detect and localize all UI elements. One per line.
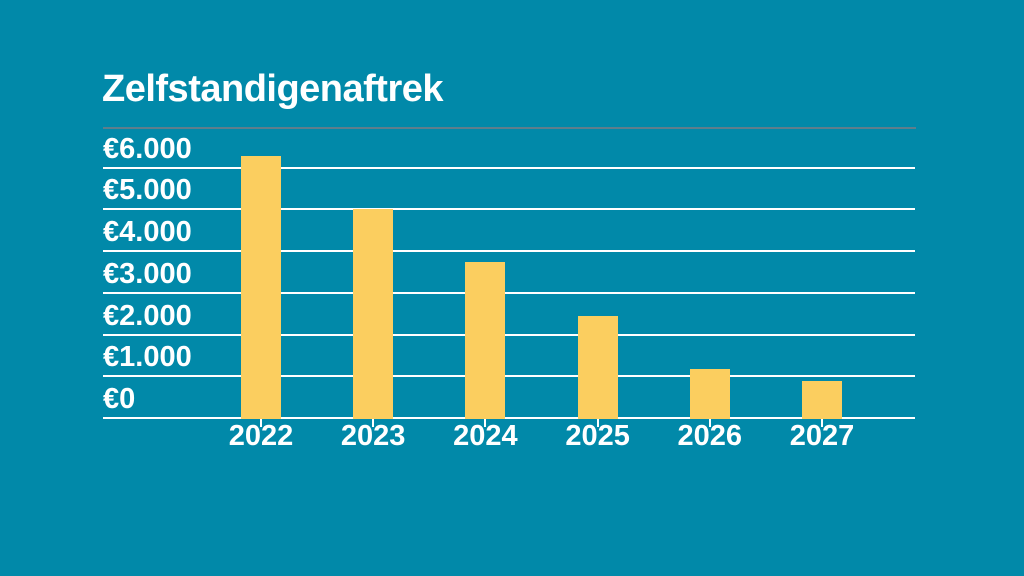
gridline [103,250,915,252]
x-axis-label: 2022 [228,420,294,452]
x-axis-label: 2024 [453,420,518,452]
y-axis-label: €0 [103,383,136,415]
gridline [103,208,915,211]
y-axis-label: €6.000 [103,132,192,165]
y-axis-label: €1.000 [103,341,192,374]
x-axis-label: 2027 [789,420,855,452]
x-axis-label: 2023 [340,420,406,452]
gridline [103,375,915,378]
gridline [103,333,915,336]
x-axis-baseline [103,417,915,419]
gridline [103,166,915,169]
x-axis-tick [372,419,375,427]
gridline [103,291,915,294]
y-axis-label: €4.000 [103,216,192,248]
bar-2025 [577,316,618,419]
x-axis-tick [821,419,823,427]
x-axis-label: 2026 [677,420,743,452]
bar-2026 [689,369,730,419]
bar-2027 [802,381,842,419]
bar-2023 [353,209,394,419]
x-axis-tick [596,419,599,427]
x-axis-label: 2025 [565,420,630,452]
x-axis-tick [708,419,711,427]
x-axis-tick [484,419,487,427]
y-axis-label: €2.000 [103,299,192,332]
y-axis-label: €3.000 [103,257,192,290]
title-divider [103,127,916,129]
y-axis-label: €5.000 [103,174,192,207]
x-axis-tick [260,419,262,427]
bar-2022 [241,156,281,419]
bar-2024 [465,262,506,419]
chart-title: Zelfstandigenaftrek [102,68,444,110]
